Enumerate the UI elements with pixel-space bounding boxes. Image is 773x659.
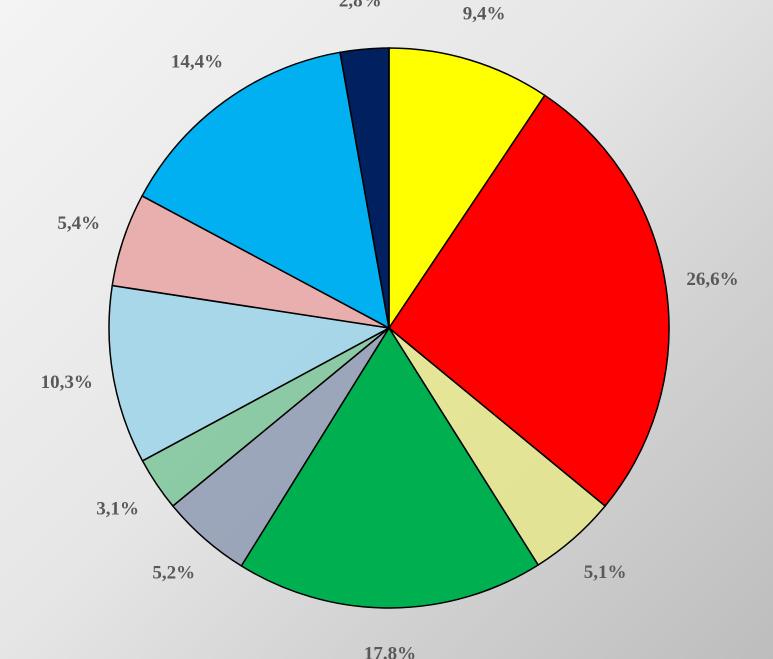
- data-label: 5,4%: [57, 213, 100, 234]
- data-label: 26,6%: [686, 269, 738, 290]
- data-label: 17,8%: [364, 643, 416, 659]
- data-label: 10,3%: [41, 372, 93, 393]
- data-label: 14,4%: [171, 52, 223, 73]
- page: 9,4% 26,6% 5,1% 17,8% 5,2% 3,1% 10,3% 5,4% 14,4%…: [0, 0, 773, 659]
- data-label: 2,8%: [339, 0, 382, 12]
- data-label: 3,1%: [96, 499, 139, 520]
- chart: 9,4% 26,6% 5,1% 17,8% 5,2% 3,1% 10,3% 5,4% 14,4%…: [0, 0, 773, 659]
- data-label: 9,4%: [463, 3, 506, 24]
- data-label: 5,1%: [584, 562, 627, 583]
- data-label: 5,2%: [152, 562, 195, 583]
